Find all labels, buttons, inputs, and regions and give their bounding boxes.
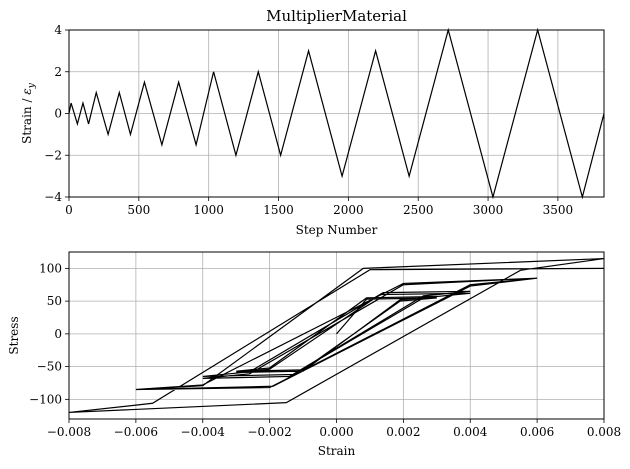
x-tick-label: −0.008 [47,425,91,439]
y-tick-label: 2 [54,65,62,79]
y-tick-label: 0 [54,327,62,341]
grid [68,252,605,419]
y-axis-label: Stress [7,316,21,354]
y-tick-label: 100 [39,261,62,275]
x-tick-label: 0.006 [520,425,554,439]
x-tick-label: 3500 [543,203,574,217]
grid [68,29,604,198]
x-axis-label: Step Number [296,223,378,237]
y-axis-label: Strain / εy [20,82,37,144]
y-tick-label: −50 [37,360,62,374]
x-tick-label: 0.008 [587,425,621,439]
chart-title: MultiplierMaterial [266,7,407,25]
x-axis-label: Strain [318,444,356,458]
y-ticks: −100 −50 0 50 100 [29,261,69,406]
x-tick-label: 2500 [403,203,434,217]
x-tick-label: 0.002 [386,425,420,439]
x-tick-label: −0.002 [247,425,291,439]
hysteresis-plot: −0.008 −0.006 −0.004 −0.002 0.000 0.002 0.004 0… [7,251,621,458]
y-ticks: −4 −2 0 2 4 [44,23,69,204]
x-ticks: 0 500 1000 1500 2000 2500 3000 3500 [65,197,573,217]
y-tick-label: −2 [44,148,62,162]
x-tick-label: 1500 [263,203,294,217]
x-tick-label: 3000 [473,203,504,217]
strain-history-plot: 0 500 1000 1500 2000 2500 3000 3500 −4 −2 0 2 4 Mul… [20,7,605,237]
y-tick-label: 4 [54,23,62,37]
x-tick-label: 500 [127,203,150,217]
x-tick-label: 0.004 [453,425,488,439]
x-tick-label: −0.004 [181,425,226,439]
x-tick-label: 2000 [333,203,364,217]
x-tick-label: 0.000 [319,425,353,439]
x-tick-label: 0 [65,203,73,217]
y-tick-label: 50 [47,294,62,308]
y-tick-label: −4 [44,190,62,204]
hysteresis-loop-line [68,257,605,414]
y-tick-label: 0 [54,107,62,121]
x-tick-label: 1000 [193,203,224,217]
x-tick-label: −0.006 [114,425,158,439]
x-ticks: −0.008 −0.006 −0.004 −0.002 0.000 0.002 0.004 0… [47,419,621,439]
strain-history-line [68,27,605,200]
y-tick-label: −100 [29,392,62,406]
